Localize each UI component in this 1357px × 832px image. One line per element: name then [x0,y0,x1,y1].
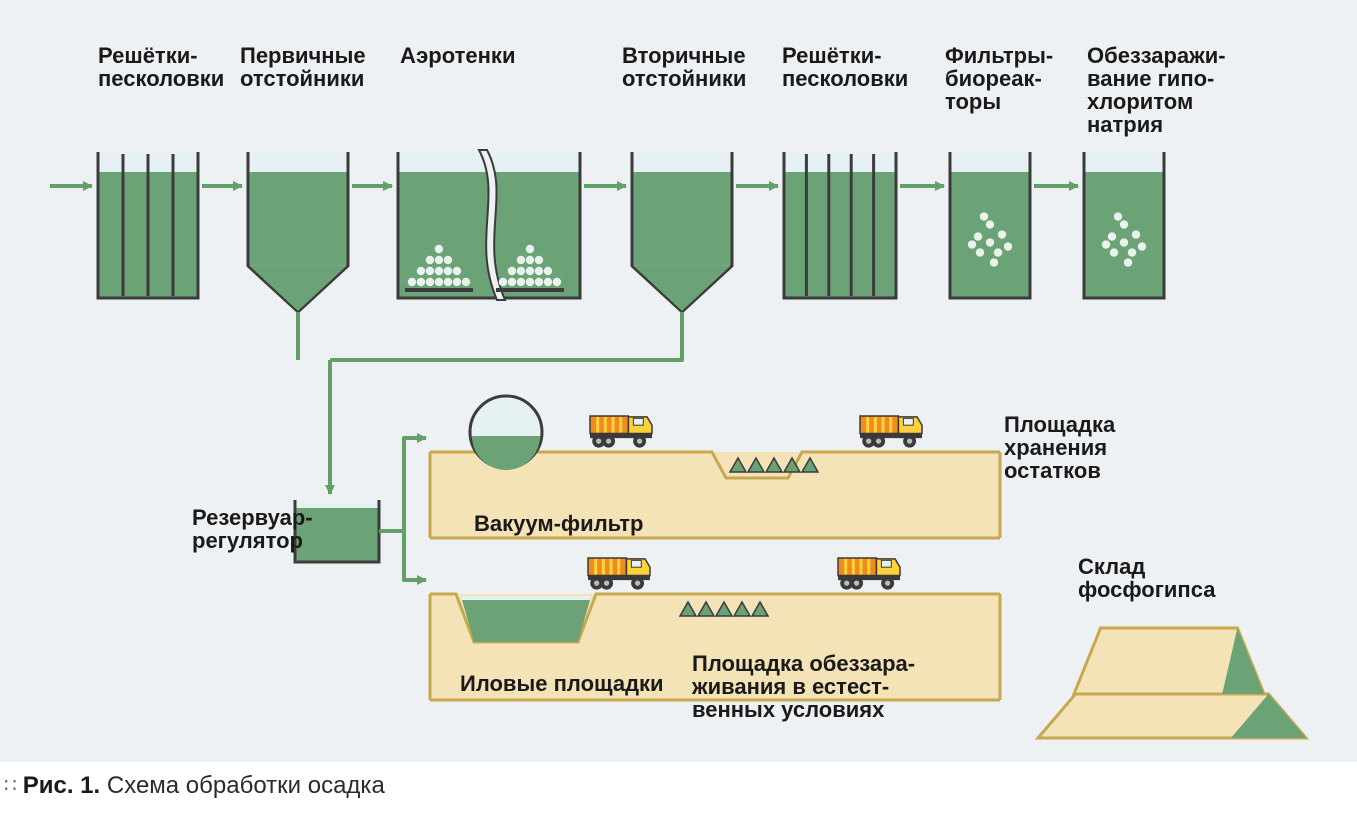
caption-text: Схема обработки осадка [107,772,385,799]
caption-prefix: Рис. 1. [23,772,100,799]
figure-caption: ∷ Рис. 1. Схема обработки осадка [0,762,1357,804]
label-stage3: Аэротенки [400,44,515,67]
label-storage: Площадка хранения остатков [1004,413,1115,482]
label-phospho: Склад фосфогипса [1078,555,1215,601]
label-stage1: Решётки- песколовки [98,44,224,90]
label-reservoir: Резервуар- регулятор [192,506,313,552]
label-stage7: Обеззаражи- вание гипо- хлоритом натрия [1087,44,1226,136]
diagram: Решётки- песколовки Первичные отстойники… [0,0,1357,762]
label-sludge: Иловые площадки [460,672,664,695]
label-stage6: Фильтры- биореак- торы [945,44,1053,113]
label-stage4: Вторичные отстойники [622,44,746,90]
label-stage5: Решётки- песколовки [782,44,908,90]
label-stage2: Первичные отстойники [240,44,366,90]
label-vacuum: Вакуум-фильтр [474,512,643,535]
caption-bullet-icon: ∷ [4,780,15,792]
figure-container: Решётки- песколовки Первичные отстойники… [0,0,1357,804]
label-decontam: Площадка обеззара- живания в естест- вен… [692,652,915,721]
